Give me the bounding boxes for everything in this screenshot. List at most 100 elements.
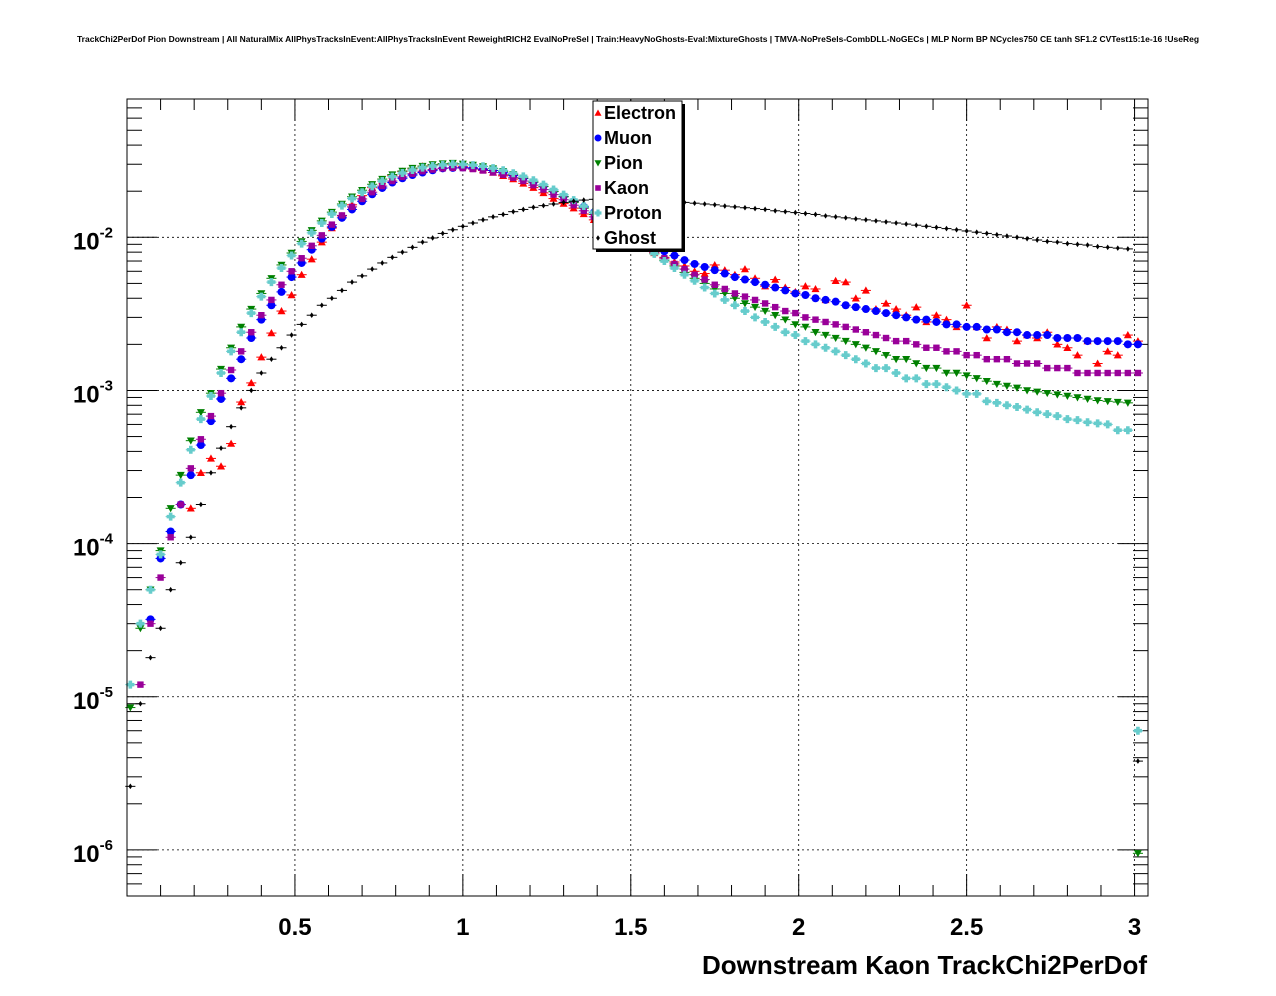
data-point-marker: [982, 397, 991, 406]
legend-box: [592, 100, 683, 250]
x-tick-label: 3: [1128, 914, 1141, 941]
data-point-marker: [340, 287, 344, 294]
data-point-marker: [158, 625, 163, 632]
data-point-marker: [1113, 351, 1122, 359]
data-point-marker: [841, 301, 850, 310]
data-point-marker: [1083, 337, 1092, 346]
data-point-marker: [430, 235, 435, 241]
data-point-marker: [368, 182, 377, 191]
data-point-marker: [982, 377, 991, 386]
legend: Electron Muon Pion Kaon Proton Ghost: [592, 100, 685, 252]
data-point-marker: [380, 260, 385, 266]
legend-marker: [594, 209, 602, 217]
data-point-marker: [148, 654, 153, 661]
data-point-marker: [448, 160, 457, 169]
data-point-marker: [833, 214, 838, 220]
data-point-marker: [984, 230, 989, 237]
data-point-marker: [781, 286, 790, 295]
y-tick-labels: 10-6 10-5 10-4 10-3 10-2: [73, 224, 114, 868]
data-point-marker: [1033, 360, 1041, 367]
data-point-marker: [670, 251, 679, 260]
data-point-marker: [398, 168, 407, 177]
data-point-marker: [491, 214, 496, 220]
data-point-marker: [811, 284, 820, 293]
data-point-marker: [982, 325, 991, 334]
data-point-marker: [277, 307, 286, 315]
data-point-marker: [884, 219, 888, 225]
data-point-marker: [196, 415, 205, 424]
data-point-marker: [207, 412, 215, 420]
data-point-marker: [912, 315, 921, 324]
data-point-marker: [337, 201, 346, 210]
data-point-marker: [902, 337, 910, 345]
data-point-marker: [297, 270, 306, 278]
data-point-marker: [922, 380, 931, 389]
data-point-marker: [821, 295, 830, 304]
data-point-marker: [408, 166, 417, 175]
data-point-marker: [1114, 369, 1121, 377]
data-point-marker: [882, 351, 891, 360]
data-point-marker: [1135, 758, 1140, 764]
data-point-marker: [823, 213, 828, 219]
data-point-marker: [871, 364, 880, 373]
data-point-marker: [186, 471, 195, 480]
data-point-marker: [730, 295, 739, 303]
data-point-marker: [932, 311, 941, 319]
data-point-marker: [1044, 364, 1051, 372]
data-point-marker: [942, 369, 951, 378]
data-point-marker: [217, 389, 225, 397]
data-point-marker: [479, 162, 488, 171]
data-point-marker: [1013, 402, 1022, 411]
data-point-marker: [267, 278, 276, 287]
data-point-marker: [853, 216, 858, 222]
data-point-marker: [197, 436, 205, 443]
data-point-marker: [942, 383, 951, 392]
data-point-marker: [1093, 419, 1102, 428]
data-point-marker: [1063, 415, 1072, 424]
data-point-marker: [913, 341, 920, 348]
data-point-marker: [751, 296, 759, 304]
data-point-marker: [781, 328, 790, 337]
data-point-marker: [1063, 334, 1072, 343]
data-point-marker: [701, 276, 708, 283]
data-point-marker: [126, 704, 135, 712]
data-point-marker: [1115, 245, 1120, 251]
data-point-marker: [732, 204, 737, 210]
data-point-marker: [983, 355, 990, 363]
data-point-marker: [740, 307, 749, 316]
data-point-marker: [731, 290, 739, 297]
data-point-marker: [257, 353, 266, 361]
data-point-marker: [209, 469, 213, 476]
data-point-marker: [962, 389, 971, 398]
data-point-marker: [259, 370, 264, 376]
data-point-marker: [821, 343, 830, 352]
data-point-marker: [1103, 420, 1112, 429]
data-point-marker: [136, 619, 145, 628]
data-point-marker: [1002, 328, 1011, 337]
x-tick-label: 1: [456, 914, 469, 941]
data-point-marker: [852, 326, 860, 333]
data-point-marker: [541, 202, 546, 209]
data-point-marker: [1055, 239, 1060, 245]
data-point-marker: [802, 314, 809, 321]
data-point-marker: [279, 344, 284, 351]
data-point-marker: [680, 256, 689, 265]
data-point-marker: [177, 501, 184, 508]
data-point-marker: [740, 265, 749, 273]
data-point-marker: [1043, 331, 1052, 340]
data-point-marker: [450, 226, 455, 233]
y-tick-label: 10-4: [73, 531, 114, 562]
legend-marker: [596, 235, 600, 241]
data-point-marker: [1113, 337, 1122, 346]
data-point-marker: [348, 203, 356, 211]
data-point-marker: [922, 364, 931, 373]
data-point-marker: [319, 302, 324, 309]
data-point-marker: [743, 204, 747, 211]
data-point-marker: [468, 161, 477, 170]
data-point-marker: [360, 273, 365, 279]
data-point-marker: [550, 191, 557, 198]
data-point-marker: [521, 206, 526, 213]
data-point-marker: [730, 273, 739, 282]
x-tick-label: 2.5: [950, 914, 983, 941]
data-point-marker: [327, 209, 336, 218]
